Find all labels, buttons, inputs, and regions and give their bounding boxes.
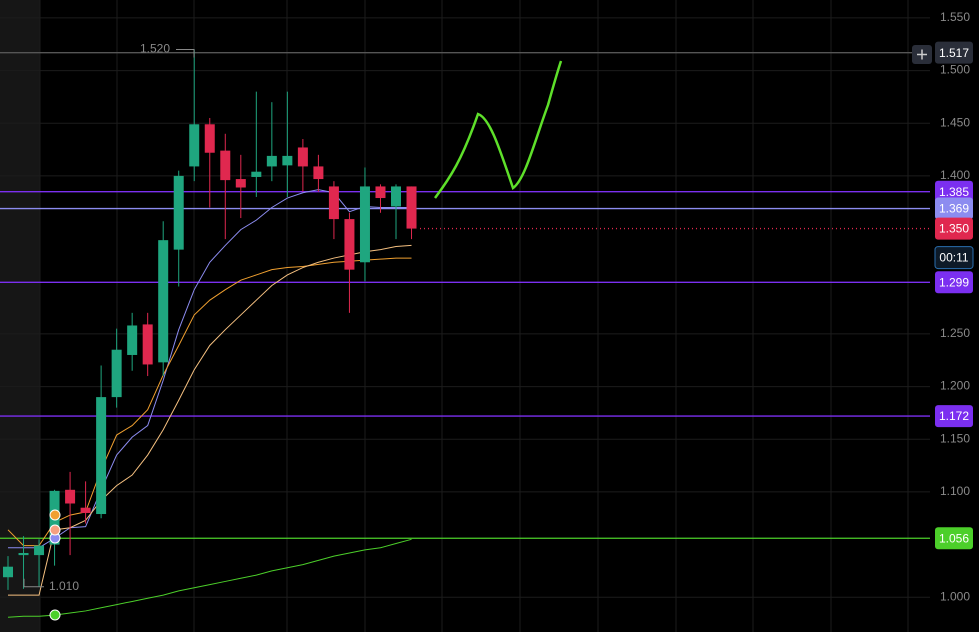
candle-body bbox=[158, 240, 169, 363]
session-shade bbox=[0, 0, 40, 632]
y-tick-label: 1.550 bbox=[940, 10, 970, 24]
candle-body bbox=[220, 150, 231, 181]
marker bbox=[49, 509, 61, 521]
candle-body bbox=[297, 147, 308, 167]
high-pointer bbox=[176, 49, 195, 58]
candle-body bbox=[65, 489, 76, 504]
marker bbox=[49, 524, 61, 536]
candle-body bbox=[359, 186, 370, 263]
moving-averages bbox=[7, 189, 412, 618]
price-label: 1.056 bbox=[939, 531, 969, 545]
candle-body bbox=[189, 124, 200, 167]
candle-body bbox=[282, 155, 293, 166]
candle-body bbox=[96, 397, 107, 515]
price-axis: 1.000 1.100 1.150 1.200 1.250 1.400 1.450 1.500… bbox=[940, 10, 970, 603]
candle-body bbox=[235, 179, 246, 188]
candle-body bbox=[3, 566, 13, 578]
price-label-box bbox=[935, 41, 973, 64]
y-tick-label: 1.450 bbox=[940, 115, 970, 129]
y-tick-label: 1.250 bbox=[940, 326, 970, 340]
countdown: 00:11 bbox=[939, 251, 968, 265]
y-tick-label: 1.500 bbox=[940, 63, 970, 77]
candle-body bbox=[266, 155, 277, 167]
moving-average bbox=[7, 538, 412, 618]
price-label: 1.369 bbox=[939, 202, 969, 216]
high-label: 1.520 bbox=[140, 42, 170, 56]
candle-body bbox=[142, 324, 153, 365]
price-label-box bbox=[935, 197, 973, 220]
y-tick-label: 1.400 bbox=[940, 168, 970, 182]
price-lines bbox=[0, 52, 930, 539]
candle-body bbox=[406, 186, 417, 229]
low-pointer bbox=[23, 578, 44, 588]
low-label: 1.010 bbox=[49, 579, 79, 593]
price-labels: 1.517 1.385 1.369 1.350 1.299 1.172 1.056 00:11 bbox=[934, 41, 974, 550]
candles bbox=[3, 49, 417, 590]
candle-body bbox=[391, 186, 401, 207]
price-label-box bbox=[935, 180, 973, 203]
candle-body bbox=[18, 553, 29, 556]
price-label: 1.385 bbox=[939, 185, 969, 199]
candle-body bbox=[127, 325, 138, 355]
y-tick-label: 1.200 bbox=[940, 379, 970, 393]
candle-body bbox=[173, 175, 184, 250]
candle-body bbox=[204, 124, 215, 153]
y-tick-label: 1.150 bbox=[940, 431, 970, 445]
candle-body bbox=[34, 545, 45, 556]
price-label-box bbox=[935, 405, 973, 428]
y-tick-label: 1.100 bbox=[940, 484, 970, 498]
moving-average bbox=[8, 244, 412, 596]
price-grid bbox=[0, 17, 930, 598]
candle-body bbox=[344, 219, 355, 270]
price-label: 1.299 bbox=[939, 275, 969, 289]
candle-body bbox=[328, 186, 339, 220]
candle-body bbox=[111, 349, 122, 398]
price-label: 1.350 bbox=[939, 222, 969, 236]
countdown-box bbox=[934, 246, 974, 270]
drawn-projection bbox=[433, 60, 563, 199]
moving-average bbox=[8, 189, 412, 549]
price-label: 1.517 bbox=[939, 46, 969, 60]
price-label-box bbox=[935, 271, 973, 294]
price-label: 1.172 bbox=[939, 409, 969, 423]
candle-body bbox=[80, 507, 91, 513]
candle-body bbox=[251, 171, 262, 177]
price-label-box bbox=[935, 217, 973, 240]
candle-body bbox=[375, 186, 386, 199]
add-icon bbox=[917, 49, 927, 60]
candle-body bbox=[313, 166, 324, 180]
price-label-box bbox=[935, 527, 973, 550]
moving-average bbox=[7, 257, 412, 547]
y-tick-label: 1.000 bbox=[940, 589, 970, 603]
marker bbox=[49, 609, 61, 621]
